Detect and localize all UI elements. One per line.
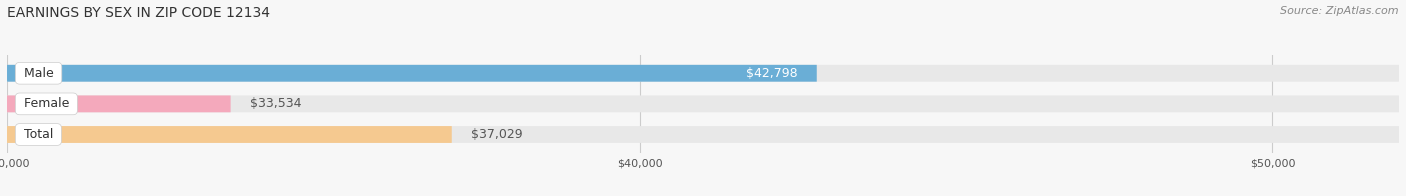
FancyBboxPatch shape (7, 65, 817, 82)
Text: Source: ZipAtlas.com: Source: ZipAtlas.com (1281, 6, 1399, 16)
Text: $33,534: $33,534 (250, 97, 301, 110)
Text: Total: Total (20, 128, 58, 141)
FancyBboxPatch shape (7, 65, 1399, 82)
FancyBboxPatch shape (7, 95, 231, 112)
Text: Male: Male (20, 67, 58, 80)
FancyBboxPatch shape (7, 126, 451, 143)
Text: Female: Female (20, 97, 73, 110)
Text: $42,798: $42,798 (747, 67, 797, 80)
FancyBboxPatch shape (7, 95, 1399, 112)
FancyBboxPatch shape (7, 126, 1399, 143)
Text: EARNINGS BY SEX IN ZIP CODE 12134: EARNINGS BY SEX IN ZIP CODE 12134 (7, 6, 270, 20)
Text: $37,029: $37,029 (471, 128, 523, 141)
